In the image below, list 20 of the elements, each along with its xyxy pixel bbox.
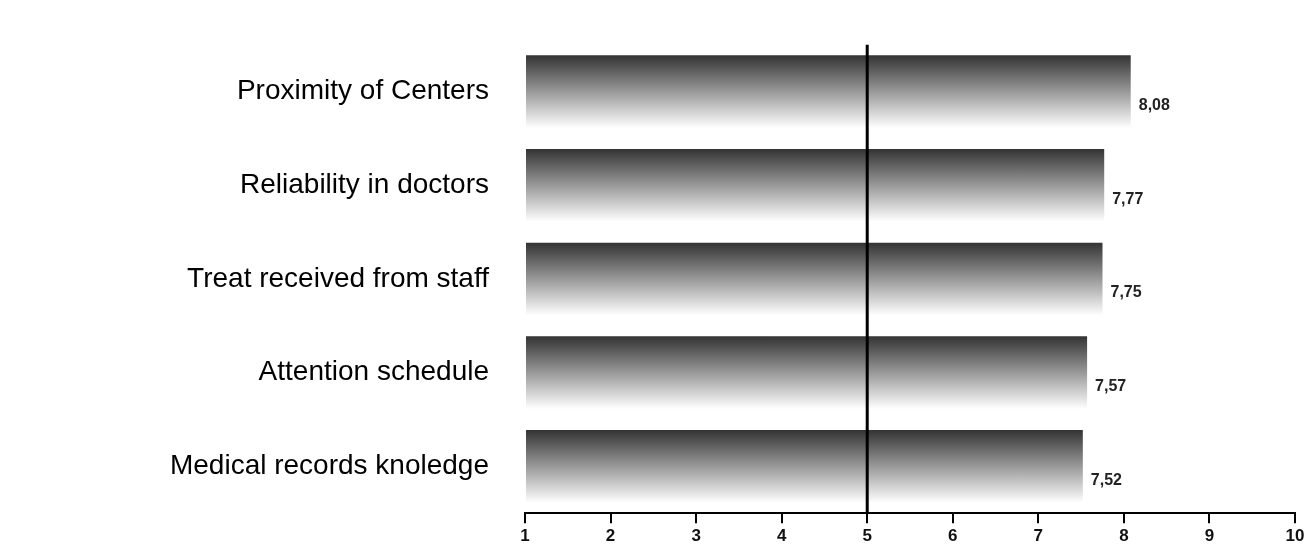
data-label: 8,08 [1138, 96, 1170, 114]
data-label: 7,52 [1090, 470, 1123, 488]
x-tick-label: 6 [948, 526, 958, 546]
x-tick-label: 7 [1033, 526, 1044, 546]
data-label: 7,57 [1095, 377, 1127, 395]
x-tick-label: 8 [1119, 526, 1129, 546]
x-tick-label: 9 [1204, 526, 1215, 546]
x-tick-label: 3 [691, 526, 701, 546]
x-tick-label: 4 [776, 526, 787, 546]
y-tick-label: Proximity of Centers [236, 74, 489, 106]
y-tick-label: Reliability in doctors [240, 168, 489, 200]
data-label: 7,77 [1112, 189, 1144, 207]
y-tick-label: Medical records knoledge [169, 449, 489, 481]
x-tick-label: 10 [1285, 526, 1305, 546]
y-tick-label: Attention schedule [258, 355, 489, 387]
x-tick-label: 1 [520, 526, 530, 546]
data-label: 7,75 [1110, 283, 1142, 301]
y-tick-label: Treat received from staff [187, 261, 490, 293]
x-tick-label: 2 [605, 526, 616, 546]
x-tick-label: 5 [862, 526, 872, 546]
